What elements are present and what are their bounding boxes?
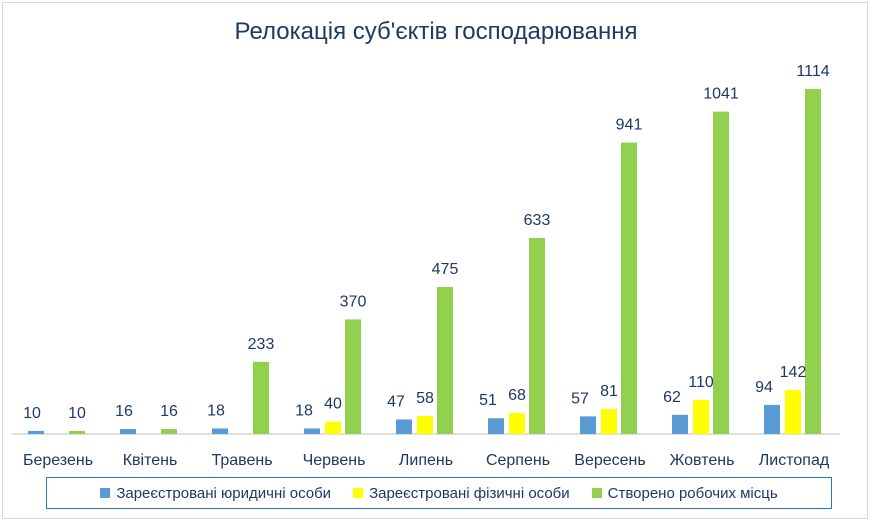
chart-title: Релокація суб'єктів господарювання xyxy=(234,18,638,45)
value-label-legal-4: 47 xyxy=(387,393,405,410)
bar-legal-8 xyxy=(764,404,780,434)
value-label-jobs-6: 941 xyxy=(616,117,643,134)
value-label-legal-1: 16 xyxy=(115,403,133,420)
legend-item-jobs: Створено робочих місць xyxy=(591,484,778,502)
legend-swatch-jobs xyxy=(591,488,602,498)
bar-legal-0 xyxy=(28,430,44,434)
value-label-legal-8: 94 xyxy=(755,379,773,396)
value-label-jobs-7: 1041 xyxy=(703,86,739,103)
bar-jobs-2 xyxy=(253,361,269,434)
category-label-1: Квітень xyxy=(123,452,178,469)
value-label-individual-3: 40 xyxy=(324,396,342,413)
value-label-individual-8: 142 xyxy=(780,364,807,381)
legend-label-legal: Зареєстровані юридичні особи xyxy=(116,484,332,502)
bar-jobs-6 xyxy=(621,142,637,434)
category-label-4: Липень xyxy=(399,452,453,469)
value-label-individual-4: 58 xyxy=(416,390,434,407)
category-label-0: Березень xyxy=(23,452,93,469)
bar-jobs-8 xyxy=(805,89,821,434)
legend-item-individual: Зареєстровані фізичні особи xyxy=(353,485,570,502)
value-labels-group: 10 10 16 16 18 233 18 40 370 47 58 475 51 68 633 57 81 94… xyxy=(23,63,830,422)
legend-swatch-legal xyxy=(100,488,111,498)
legend-item-legal: Зареєстровані юридичні особи xyxy=(100,485,331,502)
value-label-jobs-5: 633 xyxy=(524,212,551,229)
bar-individual-8 xyxy=(785,390,801,434)
bar-legal-2 xyxy=(212,428,228,434)
bar-jobs-3 xyxy=(345,319,361,434)
bar-individual-3 xyxy=(325,421,341,434)
bar-legal-3 xyxy=(304,428,320,434)
category-label-3: Червень xyxy=(303,452,366,469)
category-label-2: Травень xyxy=(211,452,272,469)
bar-legal-7 xyxy=(672,414,688,434)
value-label-legal-3: 18 xyxy=(295,402,313,419)
bar-legal-4 xyxy=(396,419,412,434)
category-label-6: Вересень xyxy=(574,452,645,469)
bar-individual-6 xyxy=(601,408,617,434)
value-label-jobs-8: 1114 xyxy=(796,63,829,80)
bar-jobs-0 xyxy=(69,430,85,434)
value-label-individual-7: 110 xyxy=(688,374,714,391)
category-label-7: Жовтень xyxy=(670,452,735,469)
value-label-legal-5: 51 xyxy=(479,392,497,409)
bar-jobs-4 xyxy=(437,286,453,434)
bar-individual-7 xyxy=(693,399,709,434)
value-label-legal-7: 62 xyxy=(663,389,681,406)
value-label-legal-0: 10 xyxy=(23,405,41,422)
value-label-jobs-4: 475 xyxy=(432,261,459,278)
category-label-8: Листопад xyxy=(759,452,830,469)
bar-jobs-1 xyxy=(161,429,177,434)
bar-jobs-7 xyxy=(713,111,729,434)
bars-group xyxy=(28,89,821,434)
value-label-jobs-1: 16 xyxy=(160,403,178,420)
bar-individual-4 xyxy=(417,416,433,434)
category-labels-group: Березень Квітень Травень Червень Липень Серпе… xyxy=(23,452,830,469)
bar-jobs-5 xyxy=(529,237,545,434)
value-label-jobs-0: 10 xyxy=(68,405,86,422)
legend-label-individual: Зареєстровані фізичні особи xyxy=(369,484,570,502)
bar-legal-1 xyxy=(120,429,136,434)
legend: Зареєстровані юридичні особи Зареєстрова… xyxy=(46,477,832,509)
value-label-jobs-2: 233 xyxy=(248,336,275,353)
legend-swatch-individual xyxy=(353,488,364,498)
legend-label-jobs: Створено робочих місць xyxy=(607,484,778,502)
value-label-legal-2: 18 xyxy=(207,402,225,419)
value-label-individual-6: 81 xyxy=(600,383,618,400)
bar-legal-5 xyxy=(488,418,504,434)
bar-legal-6 xyxy=(580,416,596,434)
value-label-jobs-3: 370 xyxy=(340,293,367,310)
bar-individual-5 xyxy=(509,412,525,434)
value-label-individual-5: 68 xyxy=(508,387,526,404)
category-label-5: Серпень xyxy=(486,452,550,469)
value-label-legal-6: 57 xyxy=(571,390,589,407)
